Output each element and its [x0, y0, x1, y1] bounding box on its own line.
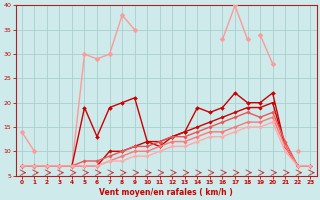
X-axis label: Vent moyen/en rafales ( km/h ): Vent moyen/en rafales ( km/h )	[99, 188, 233, 197]
